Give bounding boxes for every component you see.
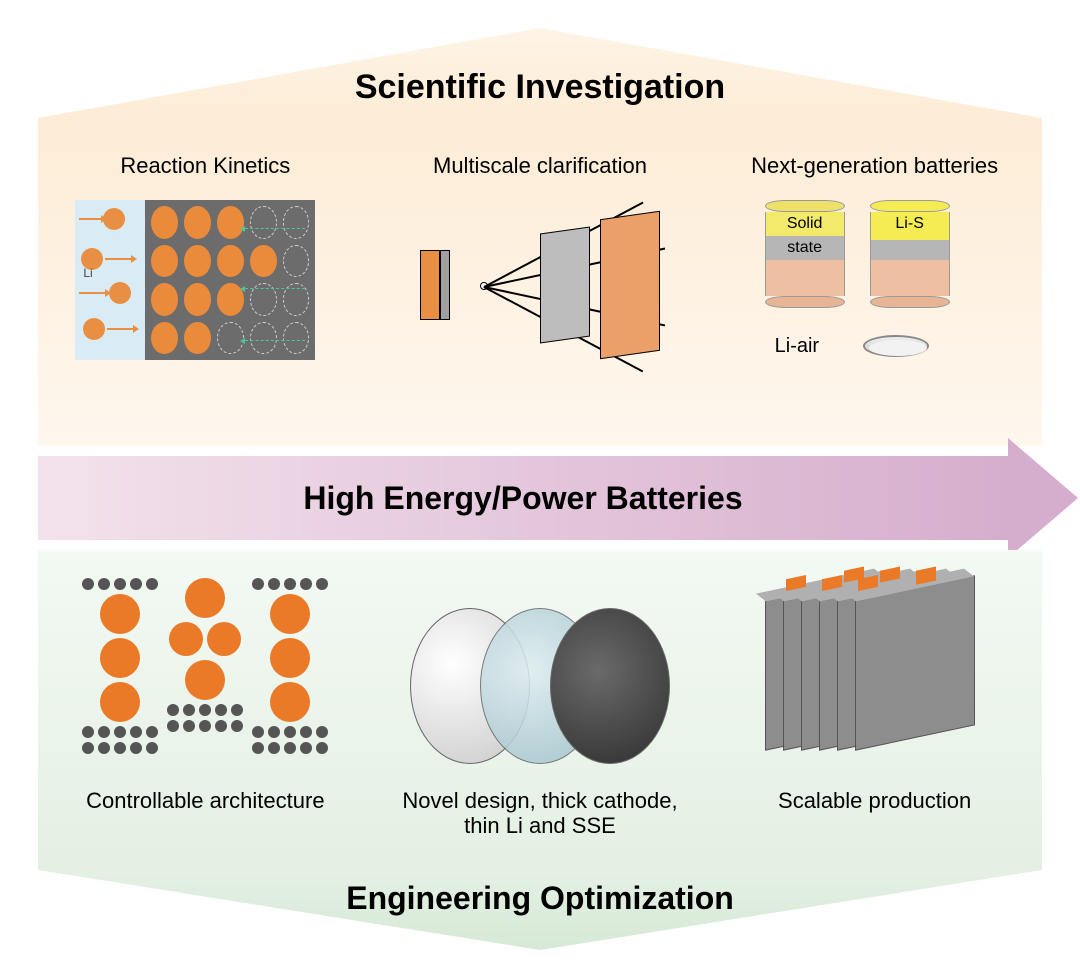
label-multiscale: Multiscale clarification [390,153,690,178]
label-li-air: Li-air [775,335,819,358]
coin-cell-icon [863,335,929,357]
rk-lattice [145,200,315,360]
center-title: High Energy/Power Batteries [303,480,742,517]
top-title: Scientific Investigation [38,68,1042,107]
center-arrow-body: High Energy/Power Batteries [38,456,1008,540]
li-label: Li [83,266,92,280]
illus-plates [735,568,1015,778]
label-novel-design: Novel design, thick cathode, thin Li and… [390,788,690,839]
ms-source-block [420,250,440,320]
illus-discs [400,568,680,778]
infographic-canvas: Scientific Investigation Reaction Kineti… [38,28,1042,950]
cell-reaction-kinetics: Reaction Kinetics Li [55,153,355,380]
cell-controllable: Controllable architecture [55,568,355,839]
cell-multiscale: Multiscale clarification [390,153,690,380]
battery-li-s: Li-S [870,200,950,308]
scientific-investigation-panel: Scientific Investigation Reaction Kineti… [38,28,1042,446]
illus-nextgen: Solid state Li-S Li-air [745,190,1005,380]
ms-panel-1 [540,227,590,344]
cell-novel-design: Novel design, thick cathode, thin Li and… [390,568,690,839]
battery-solid-state: Solid state [765,200,845,308]
illus-controllable [65,568,345,778]
disc-li [550,608,670,764]
right-arrow-head [1008,438,1078,558]
scientific-row: Reaction Kinetics Li [38,153,1042,438]
center-arrow: High Energy/Power Batteries [38,456,1080,540]
ms-source-block2 [440,250,450,320]
illus-reaction-kinetics: Li [75,190,335,380]
rk-electrolyte: Li [75,200,145,360]
cell-scalable: Scalable production [725,568,1025,839]
label-reaction-kinetics: Reaction Kinetics [55,153,355,178]
engineering-row: Controllable architecture Novel design, … [38,568,1042,839]
ms-panel-2 [600,211,660,359]
label-nextgen: Next-generation batteries [725,153,1025,178]
illus-multiscale [410,190,670,380]
engineering-optimization-panel: Controllable architecture Novel design, … [38,550,1042,950]
bottom-title: Engineering Optimization [38,880,1042,917]
label-scalable: Scalable production [725,788,1025,813]
cell-nextgen: Next-generation batteries Solid state Li… [725,153,1025,380]
label-controllable: Controllable architecture [55,788,355,813]
